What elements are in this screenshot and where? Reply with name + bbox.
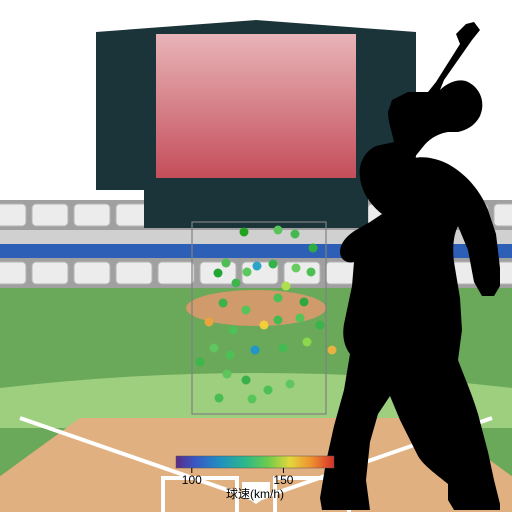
pitch-point bbox=[292, 264, 301, 273]
pitch-point bbox=[242, 306, 251, 315]
pitch-point bbox=[214, 269, 223, 278]
pitch-point bbox=[300, 298, 309, 307]
pitch-point bbox=[222, 259, 231, 268]
pitch-point bbox=[316, 321, 325, 330]
pitch-point bbox=[248, 395, 257, 404]
legend-tick: 100 bbox=[182, 473, 202, 487]
pitch-point bbox=[226, 351, 235, 360]
pitch-point bbox=[309, 244, 318, 253]
pitch-point bbox=[232, 279, 241, 288]
pitch-point bbox=[296, 314, 305, 323]
pitch-point bbox=[205, 318, 214, 327]
pitch-point bbox=[242, 376, 251, 385]
pitch-point bbox=[286, 380, 295, 389]
pitch-point bbox=[291, 230, 300, 239]
scoreboard-screen bbox=[156, 34, 356, 178]
pitch-location-chart: 100 150球速(km/h) bbox=[0, 0, 512, 512]
legend-tick: 150 bbox=[273, 473, 293, 487]
pitch-point bbox=[215, 394, 224, 403]
pitch-point bbox=[196, 358, 205, 367]
pitch-point bbox=[243, 268, 252, 277]
pitch-point bbox=[328, 346, 337, 355]
pitch-point bbox=[307, 268, 316, 277]
pitch-point bbox=[274, 294, 283, 303]
legend-label: 球速(km/h) bbox=[226, 487, 284, 501]
pitch-point bbox=[269, 260, 278, 269]
pitch-point bbox=[260, 321, 269, 330]
pitch-point bbox=[240, 228, 249, 237]
pitch-point bbox=[210, 344, 219, 353]
pitch-point bbox=[251, 346, 260, 355]
pitch-point bbox=[264, 386, 273, 395]
pitch-point bbox=[229, 326, 238, 335]
pitch-point bbox=[274, 316, 283, 325]
color-legend bbox=[176, 456, 334, 468]
pitch-point bbox=[282, 282, 291, 291]
pitch-point bbox=[253, 262, 262, 271]
pitch-point bbox=[279, 344, 288, 353]
pitch-point bbox=[274, 226, 283, 235]
pitch-point bbox=[303, 338, 312, 347]
pitch-point bbox=[219, 299, 228, 308]
pitch-point bbox=[223, 370, 232, 379]
